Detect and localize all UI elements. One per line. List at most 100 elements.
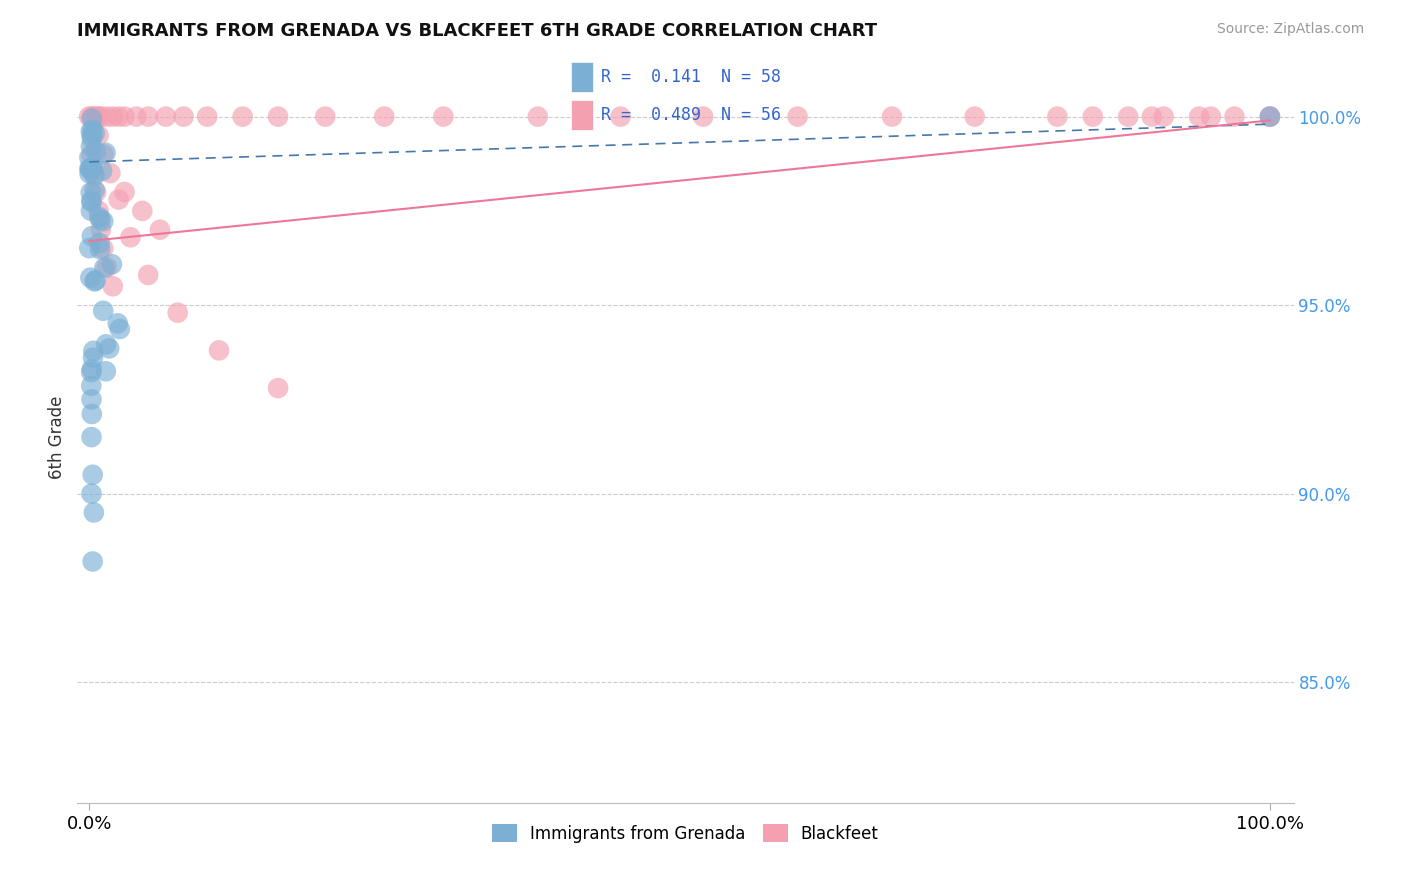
Point (80, 194, 103, 209)
Point (80, 131, 103, 145)
Point (107, 110, 129, 124)
Point (83, 166, 105, 180)
Point (131, 203, 153, 218)
Point (149, 223, 172, 237)
Point (80, 124, 103, 138)
Point (82, 123, 104, 137)
Point (107, 316, 129, 330)
Point (155, 110, 177, 124)
Point (91, 214, 114, 228)
Point (89, 242, 111, 256)
Point (114, 110, 136, 124)
Point (80, 128, 103, 143)
Y-axis label: 6th Grade: 6th Grade (48, 395, 66, 479)
Text: R =  0.489  N = 56: R = 0.489 N = 56 (600, 106, 780, 124)
Point (79, 151, 101, 165)
Bar (571, 100, 592, 130)
Point (101, 110, 124, 124)
Point (120, 230, 142, 244)
Point (373, 110, 395, 124)
Text: R =  0.141  N = 58: R = 0.141 N = 58 (600, 69, 780, 87)
Point (232, 110, 254, 124)
Point (90, 110, 112, 124)
Point (79, 166, 101, 180)
Point (80, 378, 103, 392)
Point (173, 110, 195, 124)
Point (83, 169, 105, 183)
Point (107, 193, 129, 207)
Point (98, 342, 121, 356)
Point (82, 554, 104, 568)
Point (91, 242, 114, 256)
Point (89, 235, 111, 250)
Point (80, 407, 103, 421)
Point (880, 110, 903, 124)
Point (94, 364, 117, 378)
Point (91, 303, 114, 318)
Point (77, 110, 100, 124)
Point (1188, 110, 1211, 124)
Point (82, 351, 104, 365)
Text: IMMIGRANTS FROM GRENADA VS BLACKFEET 6TH GRADE CORRELATION CHART: IMMIGRANTS FROM GRENADA VS BLACKFEET 6TH… (77, 22, 877, 40)
Point (93, 260, 115, 275)
Point (80, 112, 103, 126)
Point (79, 270, 101, 285)
Point (1081, 110, 1104, 124)
Point (82, 343, 104, 358)
Point (94, 337, 117, 351)
Point (80, 203, 103, 218)
Point (82, 161, 104, 175)
Point (786, 110, 808, 124)
Point (84, 145, 107, 159)
Point (80, 161, 103, 175)
Point (83, 506, 105, 520)
Point (114, 185, 136, 199)
Point (80, 392, 103, 407)
Point (963, 110, 986, 124)
Point (79, 241, 101, 255)
Point (1223, 110, 1246, 124)
Point (1199, 110, 1222, 124)
Point (101, 279, 124, 293)
Point (267, 110, 290, 124)
Point (89, 212, 111, 227)
Point (83, 126, 105, 140)
Point (136, 110, 159, 124)
Text: Source: ZipAtlas.com: Source: ZipAtlas.com (1216, 22, 1364, 37)
Point (91, 164, 114, 178)
Point (87, 203, 110, 218)
Point (80, 194, 103, 209)
Point (1258, 110, 1281, 124)
Point (195, 110, 218, 124)
Point (80, 365, 103, 379)
Point (267, 381, 290, 395)
Point (80, 486, 103, 500)
Point (80, 139, 103, 153)
Point (1140, 110, 1163, 124)
Point (136, 268, 159, 282)
Point (91, 147, 114, 161)
Point (108, 322, 131, 336)
Point (80, 430, 103, 444)
Point (80, 186, 103, 200)
Point (166, 306, 188, 320)
Point (1116, 110, 1139, 124)
Point (89, 210, 111, 224)
Point (692, 110, 714, 124)
Point (90, 223, 112, 237)
Point (1153, 110, 1175, 124)
Point (80, 229, 103, 244)
Point (96, 110, 118, 124)
Point (1258, 110, 1281, 124)
Point (1046, 110, 1069, 124)
Point (1258, 110, 1281, 124)
Point (83, 183, 105, 197)
Point (80, 110, 103, 124)
Point (87, 110, 110, 124)
Point (208, 343, 231, 358)
Legend: Immigrants from Grenada, Blackfeet: Immigrants from Grenada, Blackfeet (485, 818, 886, 849)
Point (96, 260, 118, 275)
Point (80, 362, 103, 376)
Point (314, 110, 336, 124)
Point (84, 273, 107, 287)
